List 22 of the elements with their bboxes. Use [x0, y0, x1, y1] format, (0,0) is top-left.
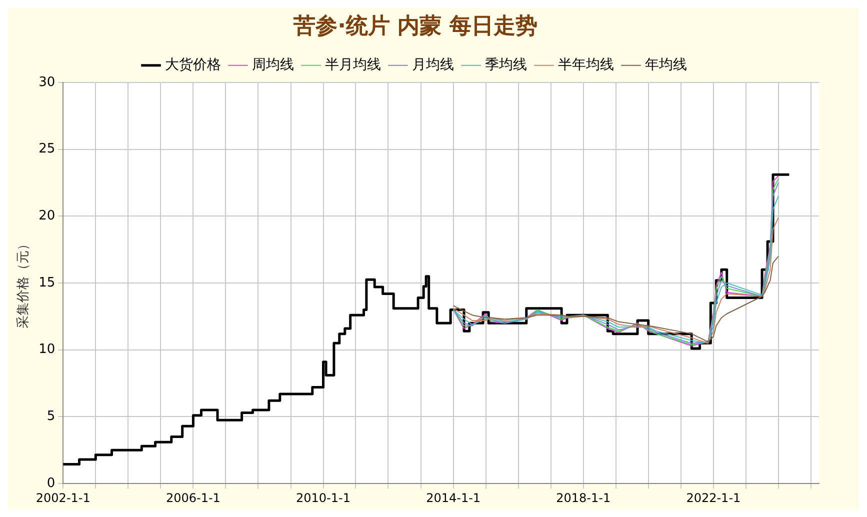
y-tick-label: 20	[38, 208, 56, 224]
y-tick-label: 10	[38, 342, 56, 358]
legend-label: 年均线	[645, 57, 687, 74]
x-tick-label: 2018-1-1	[556, 490, 611, 505]
x-tick-label: 2022-1-1	[686, 490, 741, 505]
y-tick-label: 30	[38, 74, 56, 90]
legend-label: 季均线	[485, 57, 527, 74]
legend-label: 半年均线	[558, 57, 614, 74]
x-tick-label: 2002-1-1	[36, 490, 90, 505]
y-tick-label: 15	[38, 275, 56, 290]
y-tick-label: 0	[46, 476, 56, 491]
y-axis-title: 采集价格（元）	[16, 238, 32, 328]
legend-label: 半月均线	[325, 57, 381, 74]
x-tick-label: 2014-1-1	[426, 490, 481, 505]
y-tick-label: 5	[46, 409, 56, 424]
x-tick-label: 2006-1-1	[166, 490, 220, 505]
chart-title: 苦参·统片 内蒙 每日走势	[292, 12, 538, 39]
x-tick-label: 2010-1-1	[296, 490, 350, 505]
legend-label: 大货价格	[165, 57, 221, 74]
y-tick-label: 25	[38, 142, 56, 157]
legend-label: 周均线	[252, 57, 294, 74]
legend-label: 月均线	[412, 57, 454, 74]
